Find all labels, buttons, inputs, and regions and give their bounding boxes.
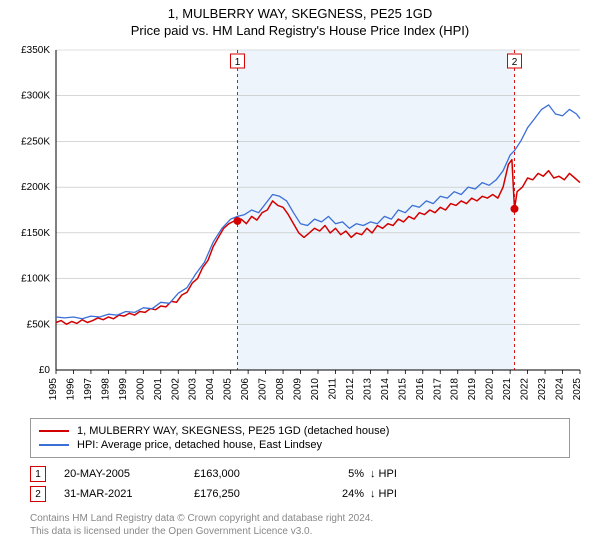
sale-pct: 24% <box>304 488 364 500</box>
svg-text:2011: 2011 <box>327 378 338 400</box>
svg-text:2: 2 <box>512 57 518 68</box>
svg-text:£150K: £150K <box>21 228 50 239</box>
svg-text:2021: 2021 <box>502 378 513 401</box>
svg-text:2007: 2007 <box>258 378 269 401</box>
footer-line1: Contains HM Land Registry data © Crown c… <box>30 512 570 525</box>
svg-text:2023: 2023 <box>537 378 548 401</box>
svg-text:1995: 1995 <box>48 378 59 401</box>
sale-row: 1 20-MAY-2005£163,0005%↓ HPI <box>30 466 570 482</box>
legend-label: HPI: Average price, detached house, East… <box>77 439 322 451</box>
sale-number-box: 2 <box>30 486 46 502</box>
svg-text:2015: 2015 <box>397 378 408 401</box>
sale-price: £176,250 <box>194 488 304 500</box>
svg-text:2014: 2014 <box>380 378 391 401</box>
svg-text:2006: 2006 <box>240 378 251 401</box>
svg-text:£300K: £300K <box>21 91 50 102</box>
footer-attribution: Contains HM Land Registry data © Crown c… <box>30 512 570 538</box>
svg-text:2017: 2017 <box>432 378 443 401</box>
svg-text:1999: 1999 <box>118 378 129 401</box>
svg-text:2000: 2000 <box>135 378 146 401</box>
svg-text:2016: 2016 <box>415 378 426 401</box>
svg-text:2020: 2020 <box>485 378 496 401</box>
svg-text:2001: 2001 <box>153 378 164 401</box>
svg-text:1997: 1997 <box>83 378 94 401</box>
svg-text:2025: 2025 <box>572 378 583 401</box>
title-block: 1, MULBERRY WAY, SKEGNESS, PE25 1GD Pric… <box>0 0 600 38</box>
svg-text:2022: 2022 <box>520 378 531 401</box>
sale-pct: 5% <box>304 468 364 480</box>
svg-text:2005: 2005 <box>223 378 234 401</box>
legend-box: 1, MULBERRY WAY, SKEGNESS, PE25 1GD (det… <box>30 418 570 458</box>
svg-text:2012: 2012 <box>345 378 356 401</box>
legend-label: 1, MULBERRY WAY, SKEGNESS, PE25 1GD (det… <box>77 425 389 437</box>
line-chart: £0 £50K £100K £150K £200K £250K £300K £350K 1995… <box>10 42 590 412</box>
svg-text:£200K: £200K <box>21 182 50 193</box>
svg-text:1: 1 <box>235 57 241 68</box>
sale-price: £163,000 <box>194 468 304 480</box>
sale-hpi-indicator: ↓ HPI <box>364 488 420 500</box>
svg-text:2009: 2009 <box>293 378 304 401</box>
chart-area: £0 £50K £100K £150K £200K £250K £300K £350K 1995… <box>10 42 590 412</box>
sale-hpi-indicator: ↓ HPI <box>364 468 420 480</box>
legend-row: 1, MULBERRY WAY, SKEGNESS, PE25 1GD (det… <box>39 425 561 437</box>
svg-text:£250K: £250K <box>21 136 50 147</box>
svg-text:2004: 2004 <box>205 378 216 401</box>
sale-row: 2 31-MAR-2021£176,25024%↓ HPI <box>30 486 570 502</box>
svg-text:2002: 2002 <box>170 378 181 401</box>
legend-swatch <box>39 444 69 446</box>
svg-text:£350K: £350K <box>21 45 50 56</box>
footer-line2: This data is licensed under the Open Gov… <box>30 525 570 538</box>
legend-row: HPI: Average price, detached house, East… <box>39 439 561 451</box>
svg-text:1996: 1996 <box>65 378 76 401</box>
svg-text:2013: 2013 <box>362 378 373 401</box>
sale-number-box: 1 <box>30 466 46 482</box>
svg-text:2010: 2010 <box>310 378 321 401</box>
svg-text:2008: 2008 <box>275 378 286 401</box>
sale-date: 31-MAR-2021 <box>64 488 194 500</box>
svg-text:2019: 2019 <box>467 378 478 401</box>
legend-swatch <box>39 430 69 432</box>
subtitle: Price paid vs. HM Land Registry's House … <box>0 23 600 38</box>
svg-text:£100K: £100K <box>21 274 50 285</box>
svg-text:£50K: £50K <box>27 319 51 330</box>
svg-text:£0: £0 <box>39 365 51 376</box>
svg-text:2018: 2018 <box>450 378 461 401</box>
sales-table: 1 20-MAY-2005£163,0005%↓ HPI 2 31-MAR-2021£… <box>30 466 570 502</box>
svg-text:1998: 1998 <box>100 378 111 401</box>
svg-text:2024: 2024 <box>555 378 566 401</box>
address-title: 1, MULBERRY WAY, SKEGNESS, PE25 1GD <box>0 6 600 21</box>
sale-date: 20-MAY-2005 <box>64 468 194 480</box>
svg-text:2003: 2003 <box>188 378 199 401</box>
